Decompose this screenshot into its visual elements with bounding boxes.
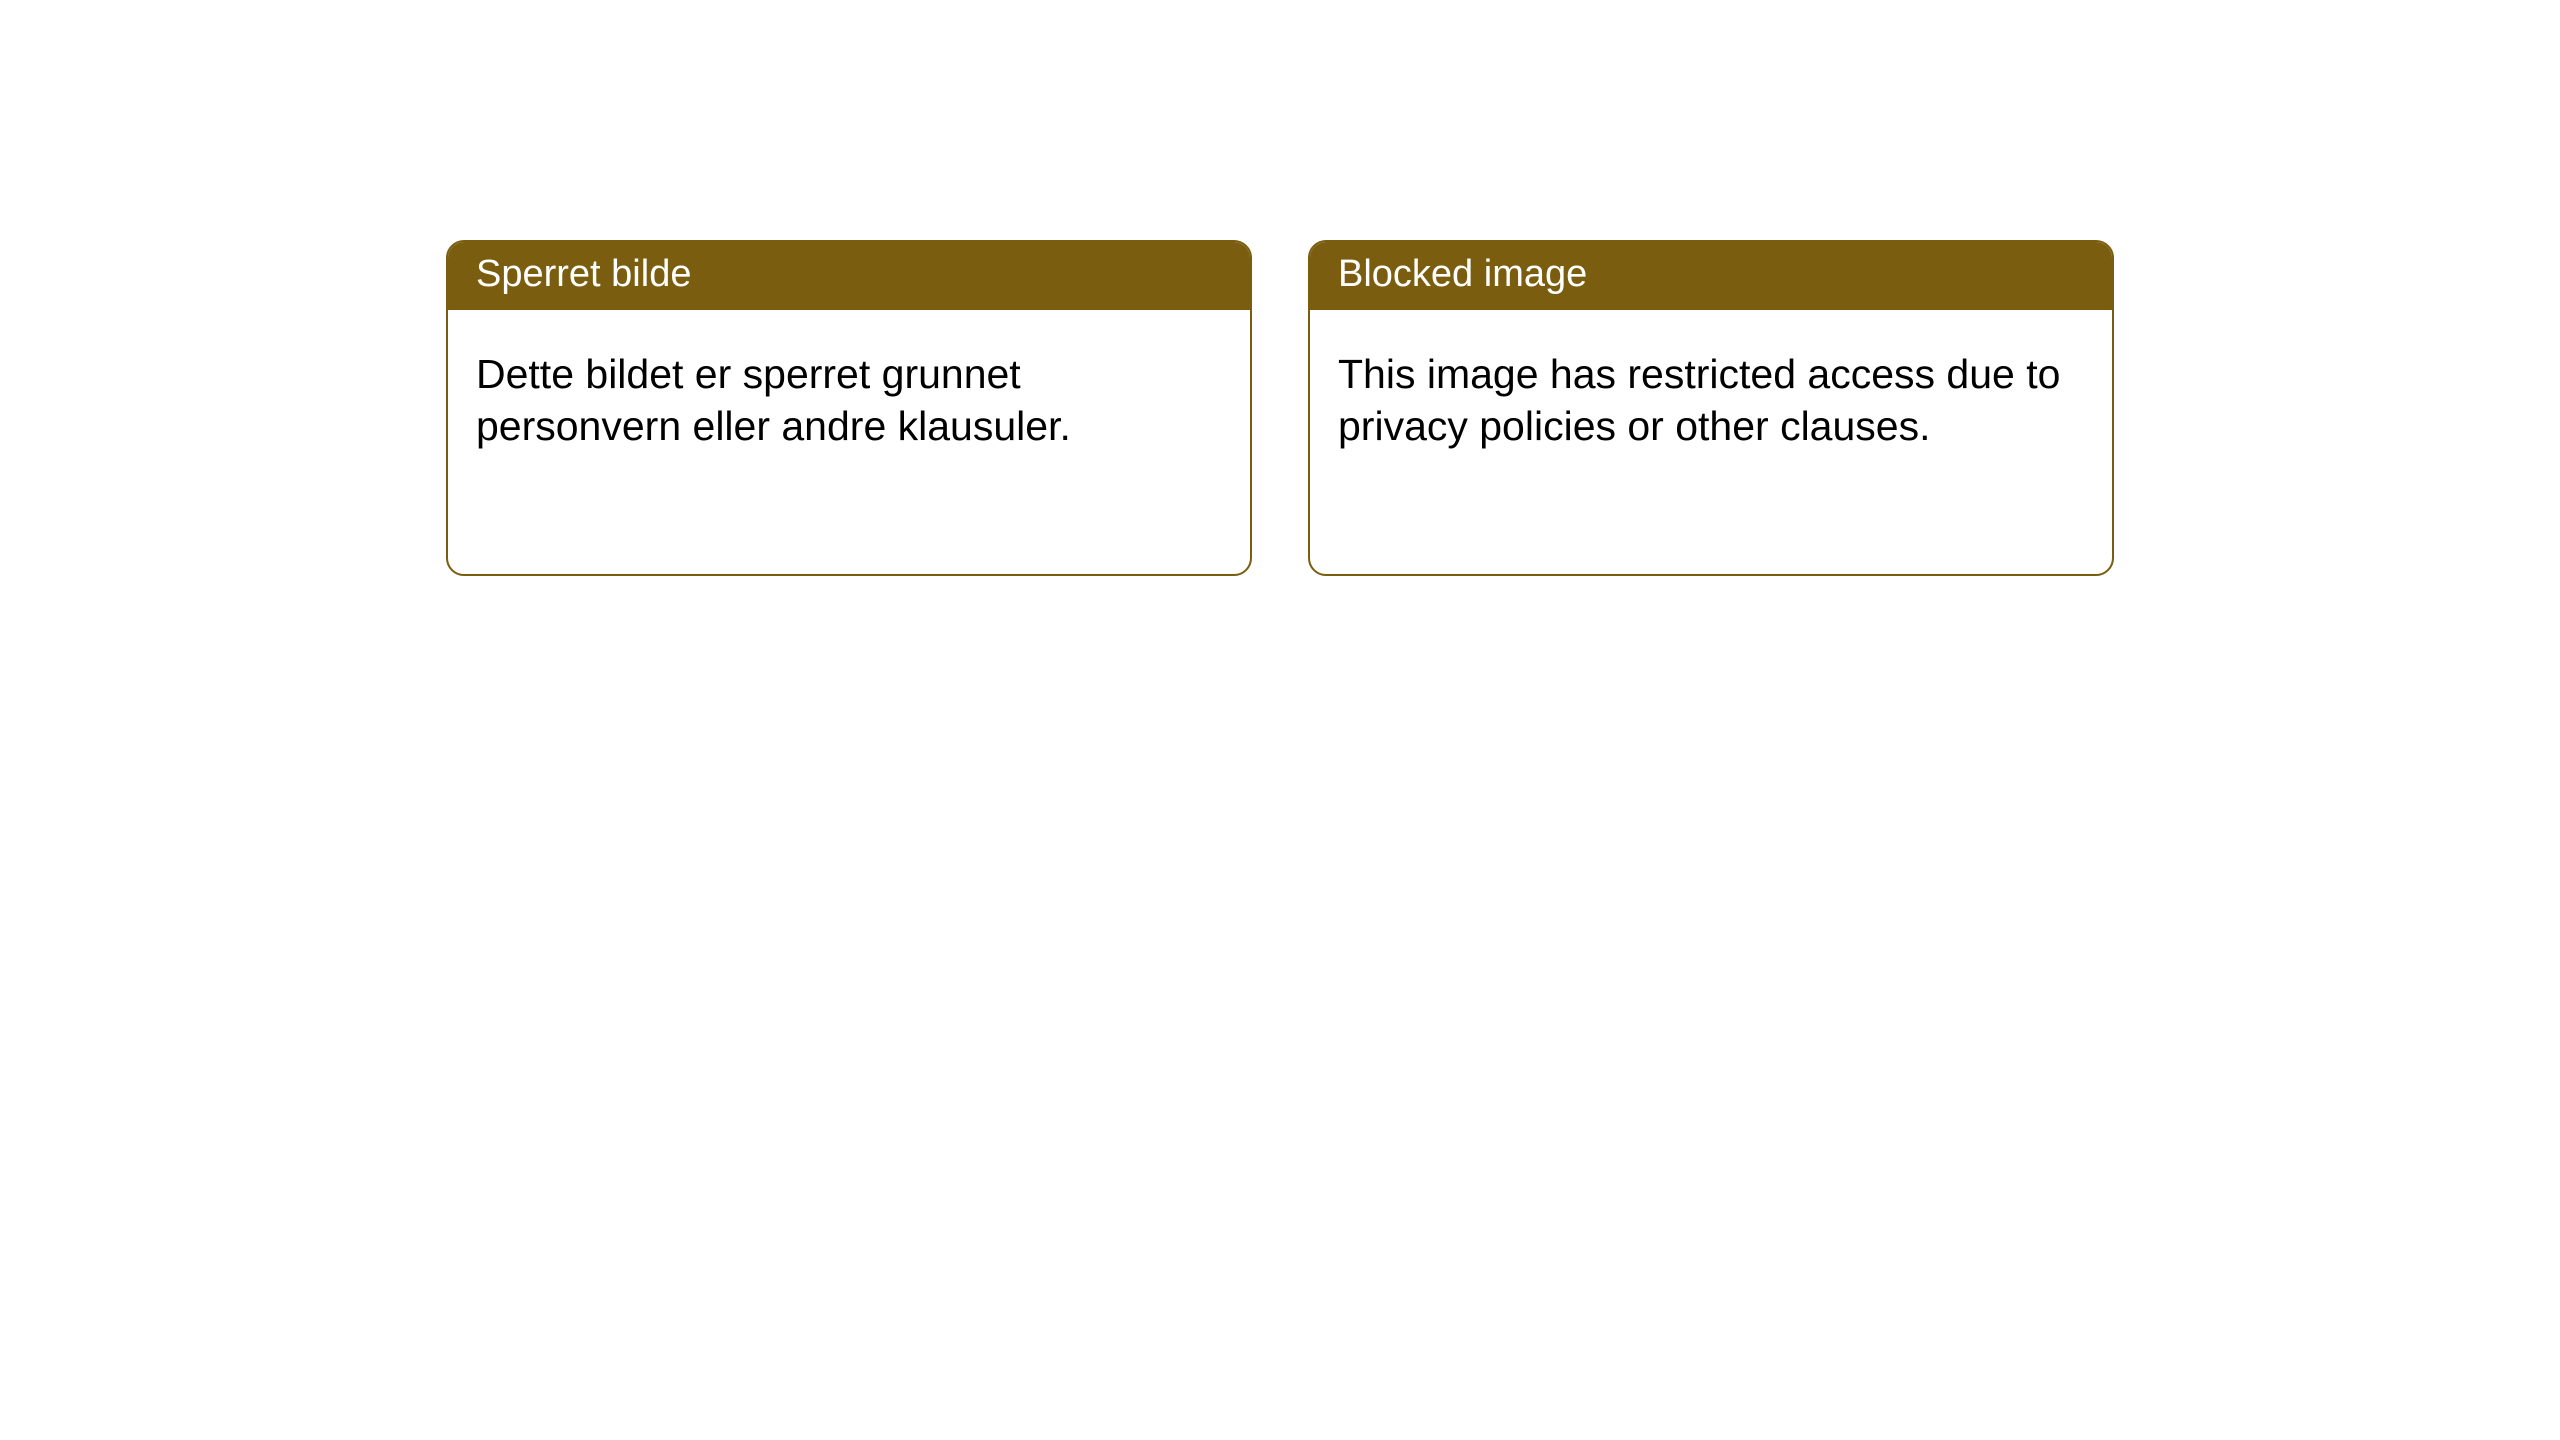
card-header: Sperret bilde — [448, 242, 1250, 310]
blocked-image-card-no: Sperret bilde Dette bildet er sperret gr… — [446, 240, 1252, 576]
card-body: Dette bildet er sperret grunnet personve… — [448, 310, 1250, 481]
card-title: Sperret bilde — [476, 253, 691, 295]
notice-container: Sperret bilde Dette bildet er sperret gr… — [0, 0, 2560, 576]
card-title: Blocked image — [1338, 253, 1587, 295]
card-body-text: Dette bildet er sperret grunnet personve… — [476, 351, 1071, 449]
card-body-text: This image has restricted access due to … — [1338, 351, 2060, 449]
blocked-image-card-en: Blocked image This image has restricted … — [1308, 240, 2114, 576]
card-body: This image has restricted access due to … — [1310, 310, 2112, 481]
card-header: Blocked image — [1310, 242, 2112, 310]
